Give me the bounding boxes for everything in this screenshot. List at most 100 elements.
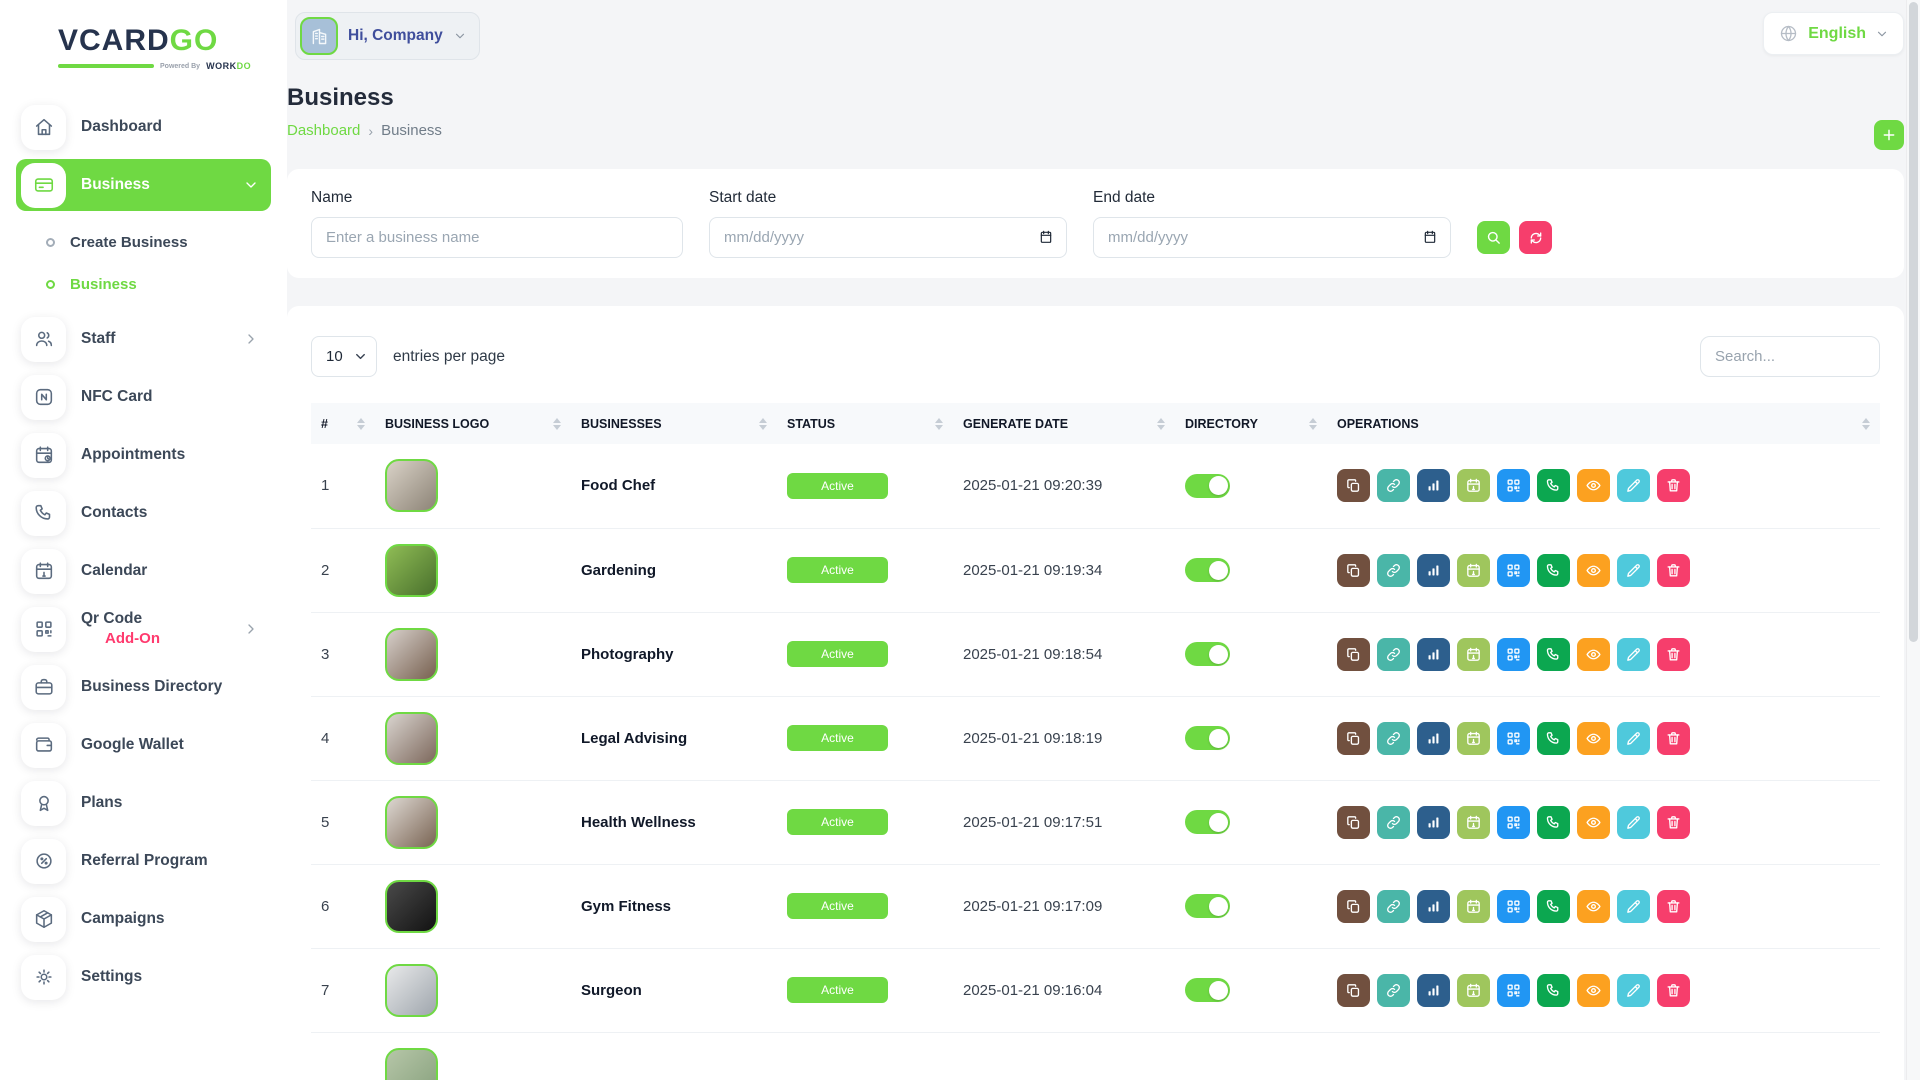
- edit-button[interactable]: [1617, 637, 1650, 671]
- call-button[interactable]: [1537, 889, 1570, 923]
- appointment-button[interactable]: [1457, 553, 1490, 587]
- sidebar-item-plans[interactable]: Plans: [16, 777, 271, 829]
- qr-button[interactable]: [1497, 973, 1530, 1007]
- column-header--[interactable]: #: [311, 403, 375, 444]
- call-button[interactable]: [1537, 973, 1570, 1007]
- column-header-generate-date[interactable]: GENERATE DATE: [953, 403, 1175, 444]
- link-button[interactable]: [1377, 469, 1410, 503]
- sidebar-item-calendar[interactable]: Calendar: [16, 545, 271, 597]
- appointment-button[interactable]: [1457, 637, 1490, 671]
- company-menu-button[interactable]: Hi, Company: [295, 12, 480, 60]
- sidebar-item-dashboard[interactable]: Dashboard: [16, 101, 271, 153]
- duplicate-button[interactable]: [1337, 637, 1370, 671]
- preview-button[interactable]: [1577, 637, 1610, 671]
- sidebar-item-staff[interactable]: Staff: [16, 313, 271, 365]
- end-date-input[interactable]: [1093, 217, 1451, 258]
- appointment-button[interactable]: [1457, 889, 1490, 923]
- directory-toggle[interactable]: [1185, 473, 1230, 498]
- sidebar-subitem-create-business[interactable]: Create Business: [46, 221, 271, 263]
- table-search-input[interactable]: [1700, 336, 1880, 377]
- analytics-button[interactable]: [1417, 553, 1450, 587]
- call-button[interactable]: [1537, 721, 1570, 755]
- call-button[interactable]: [1537, 553, 1570, 587]
- delete-button[interactable]: [1657, 721, 1690, 755]
- sidebar-item-nfc-card[interactable]: NFC Card: [16, 371, 271, 423]
- preview-button[interactable]: [1577, 469, 1610, 503]
- duplicate-button[interactable]: [1337, 973, 1370, 1007]
- duplicate-button[interactable]: [1337, 553, 1370, 587]
- sidebar-item-referral-program[interactable]: Referral Program: [16, 835, 271, 887]
- sidebar-item-google-wallet[interactable]: Google Wallet: [16, 719, 271, 771]
- directory-toggle[interactable]: [1185, 810, 1230, 834]
- qr-button[interactable]: [1497, 553, 1530, 587]
- duplicate-button[interactable]: [1337, 889, 1370, 923]
- analytics-button[interactable]: [1417, 637, 1450, 671]
- sidebar-subitem-business-list[interactable]: Business: [46, 263, 271, 305]
- sidebar-item-appointments[interactable]: Appointments: [16, 429, 271, 481]
- analytics-button[interactable]: [1417, 721, 1450, 755]
- call-button[interactable]: [1537, 469, 1570, 503]
- edit-button[interactable]: [1617, 973, 1650, 1007]
- directory-toggle[interactable]: [1185, 978, 1230, 1002]
- column-header-businesses[interactable]: BUSINESSES: [571, 403, 777, 444]
- preview-button[interactable]: [1577, 721, 1610, 755]
- analytics-button[interactable]: [1417, 469, 1450, 503]
- link-button[interactable]: [1377, 889, 1410, 923]
- sidebar-item-business-directory[interactable]: Business Directory: [16, 661, 271, 713]
- qr-button[interactable]: [1497, 721, 1530, 755]
- analytics-button[interactable]: [1417, 805, 1450, 839]
- start-date-input[interactable]: [709, 217, 1067, 258]
- edit-button[interactable]: [1617, 889, 1650, 923]
- edit-button[interactable]: [1617, 553, 1650, 587]
- link-button[interactable]: [1377, 805, 1410, 839]
- delete-button[interactable]: [1657, 973, 1690, 1007]
- reset-button[interactable]: [1519, 221, 1552, 254]
- delete-button[interactable]: [1657, 637, 1690, 671]
- edit-button[interactable]: [1617, 469, 1650, 503]
- qr-button[interactable]: [1497, 889, 1530, 923]
- link-button[interactable]: [1377, 721, 1410, 755]
- qr-button[interactable]: [1497, 637, 1530, 671]
- directory-toggle[interactable]: [1185, 642, 1230, 666]
- duplicate-button[interactable]: [1337, 721, 1370, 755]
- scrollbar-thumb[interactable]: [1909, 2, 1918, 642]
- sidebar-item-settings[interactable]: Settings: [16, 951, 271, 1003]
- delete-button[interactable]: [1657, 553, 1690, 587]
- sidebar-item-qr-code[interactable]: Qr Code Add-On: [16, 603, 271, 655]
- analytics-button[interactable]: [1417, 973, 1450, 1007]
- sidebar-item-contacts[interactable]: Contacts: [16, 487, 271, 539]
- delete-button[interactable]: [1657, 805, 1690, 839]
- add-business-button[interactable]: [1874, 120, 1904, 150]
- delete-button[interactable]: [1657, 469, 1690, 503]
- sidebar-item-campaigns[interactable]: Campaigns: [16, 893, 271, 945]
- appointment-button[interactable]: [1457, 973, 1490, 1007]
- page-scrollbar[interactable]: [1906, 0, 1920, 1080]
- duplicate-button[interactable]: [1337, 469, 1370, 503]
- edit-button[interactable]: [1617, 805, 1650, 839]
- preview-button[interactable]: [1577, 553, 1610, 587]
- directory-toggle[interactable]: [1185, 894, 1230, 918]
- delete-button[interactable]: [1657, 889, 1690, 923]
- duplicate-button[interactable]: [1337, 805, 1370, 839]
- column-header-business-logo[interactable]: BUSINESS LOGO: [375, 403, 571, 444]
- appointment-button[interactable]: [1457, 721, 1490, 755]
- sidebar-item-business[interactable]: Business: [16, 159, 271, 211]
- column-header-status[interactable]: STATUS: [777, 403, 953, 444]
- edit-button[interactable]: [1617, 721, 1650, 755]
- link-button[interactable]: [1377, 973, 1410, 1007]
- link-button[interactable]: [1377, 553, 1410, 587]
- link-button[interactable]: [1377, 637, 1410, 671]
- call-button[interactable]: [1537, 805, 1570, 839]
- column-header-directory[interactable]: DIRECTORY: [1175, 403, 1327, 444]
- directory-toggle[interactable]: [1185, 726, 1230, 750]
- analytics-button[interactable]: [1417, 889, 1450, 923]
- breadcrumb-item-dashboard[interactable]: Dashboard: [287, 122, 361, 139]
- entries-per-page-select[interactable]: 10: [311, 336, 377, 377]
- appointment-button[interactable]: [1457, 805, 1490, 839]
- appointment-button[interactable]: [1457, 469, 1490, 503]
- preview-button[interactable]: [1577, 973, 1610, 1007]
- column-header-operations[interactable]: OPERATIONS: [1327, 403, 1880, 444]
- qr-button[interactable]: [1497, 805, 1530, 839]
- search-button[interactable]: [1477, 221, 1510, 254]
- directory-toggle[interactable]: [1185, 558, 1230, 582]
